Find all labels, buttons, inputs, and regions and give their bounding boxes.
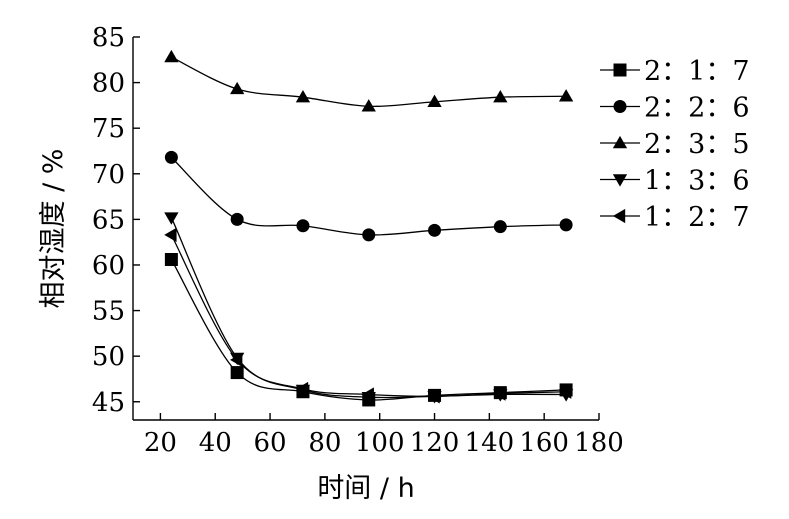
data-point	[558, 384, 572, 399]
legend-item: 2：2：6	[600, 93, 750, 124]
legend-item: 2：3：5	[600, 129, 750, 160]
x-tick-label: 160	[519, 428, 569, 458]
legend: 2：1：7 2：2：6 2：3：5 1：3：6 1：2：7	[600, 56, 750, 233]
series-layer	[164, 49, 574, 407]
data-point	[230, 366, 244, 380]
legend-marker	[612, 135, 628, 149]
data-point	[295, 90, 311, 103]
y-axis-title: 相对湿度 / %	[38, 149, 69, 309]
data-point	[230, 81, 245, 95]
y-tick-label: 60	[92, 251, 125, 281]
data-point	[493, 90, 508, 103]
data-point	[428, 223, 442, 237]
y-tick-label: 70	[92, 160, 125, 190]
x-tick-label: 120	[410, 428, 460, 458]
series-line	[170, 259, 567, 401]
data-point	[230, 352, 243, 367]
y-tick-label: 65	[92, 205, 125, 235]
data-point	[164, 212, 179, 225]
data-point	[164, 253, 178, 267]
legend-label: 2：3：5	[644, 129, 750, 160]
data-point	[427, 94, 442, 107]
series-3	[164, 49, 574, 112]
y-tick-label: 45	[92, 388, 125, 418]
data-point	[296, 219, 310, 233]
data-point	[361, 387, 374, 402]
y-ticks: 45 50 55 60 65 70 75 80 85	[92, 23, 140, 418]
x-tick-label: 100	[355, 428, 405, 458]
x-tick-label: 80	[308, 428, 341, 458]
legend-marker	[612, 174, 628, 187]
data-point	[361, 99, 376, 112]
data-point	[164, 49, 179, 63]
series-line	[170, 156, 567, 236]
data-point	[493, 220, 507, 234]
data-point	[164, 150, 178, 164]
x-ticks: 20 40 60 80 100 120 140 160 180	[144, 413, 624, 458]
legend-marker	[613, 63, 627, 77]
legend-label: 2：2：6	[644, 93, 750, 124]
legend-item: 2：1：7	[600, 56, 750, 87]
legend-marker	[613, 100, 627, 113]
x-tick-label: 60	[254, 428, 287, 458]
series-2	[164, 150, 573, 242]
data-point	[164, 227, 177, 243]
data-point	[295, 381, 309, 397]
x-axis-title: 时间 / h	[317, 473, 414, 504]
series-line	[171, 56, 567, 108]
x-tick-label: 40	[199, 428, 232, 458]
y-tick-label: 75	[92, 114, 125, 144]
legend-marker	[612, 208, 626, 224]
data-point	[427, 389, 440, 404]
y-tick-label: 50	[92, 342, 125, 372]
y-tick-label: 80	[92, 69, 125, 99]
y-tick-label: 55	[92, 297, 125, 327]
x-tick-label: 140	[465, 428, 515, 458]
series-line	[170, 234, 567, 397]
legend-label: 2：1：7	[644, 56, 750, 87]
data-point	[559, 218, 573, 232]
data-point	[362, 228, 376, 242]
data-point	[558, 89, 574, 102]
series-1	[164, 253, 573, 407]
axes	[132, 37, 599, 421]
legend-label: 1：3：6	[644, 166, 750, 197]
legend-item: 1：3：6	[600, 166, 750, 197]
x-tick-label: 180	[574, 428, 624, 458]
series-5	[164, 227, 572, 404]
data-point	[493, 386, 506, 401]
legend-item: 1：2：7	[600, 202, 750, 233]
x-tick-label: 20	[144, 428, 177, 458]
data-point	[230, 212, 244, 226]
y-tick-label: 85	[92, 23, 125, 53]
series-line	[170, 217, 567, 399]
legend-label: 1：2：7	[644, 202, 750, 233]
